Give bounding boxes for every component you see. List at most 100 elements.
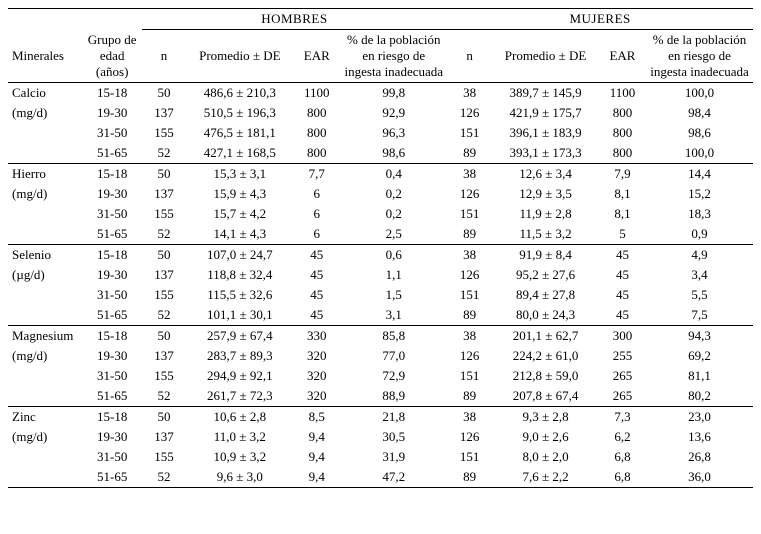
cell-age: 15-18 bbox=[83, 407, 142, 428]
cell-mean-men: 476,5 ± 181,1 bbox=[186, 123, 293, 143]
cell-n-women: 89 bbox=[447, 143, 492, 164]
cell-ear-men: 45 bbox=[293, 305, 340, 326]
cell-mean-men: 510,5 ± 196,3 bbox=[186, 103, 293, 123]
header-n-men: n bbox=[142, 30, 187, 83]
table-row: (mg/d)19-3013715,9 ± 4,360,212612,9 ± 3,… bbox=[8, 184, 753, 204]
cell-mean-women: 201,1 ± 62,7 bbox=[492, 326, 599, 347]
cell-pct-men: 3,1 bbox=[340, 305, 447, 326]
cell-age: 19-30 bbox=[83, 265, 142, 285]
cell-ear-women: 800 bbox=[599, 123, 646, 143]
cell-ear-women: 7,9 bbox=[599, 164, 646, 185]
cell-ear-women: 800 bbox=[599, 103, 646, 123]
cell-pct-men: 77,0 bbox=[340, 346, 447, 366]
cell-ear-men: 320 bbox=[293, 366, 340, 386]
cell-n-women: 38 bbox=[447, 83, 492, 104]
cell-n-men: 137 bbox=[142, 265, 187, 285]
cell-pct-women: 5,5 bbox=[646, 285, 753, 305]
cell-n-men: 52 bbox=[142, 467, 187, 488]
cell-ear-men: 1100 bbox=[293, 83, 340, 104]
cell-ear-women: 6,8 bbox=[599, 467, 646, 488]
cell-n-men: 155 bbox=[142, 204, 187, 224]
cell-ear-men: 9,4 bbox=[293, 467, 340, 488]
header-pct-women: % de la población en riesgo de ingesta i… bbox=[646, 30, 753, 83]
table-row: 51-6552427,1 ± 168,580098,689393,1 ± 173… bbox=[8, 143, 753, 164]
cell-mean-women: 11,5 ± 3,2 bbox=[492, 224, 599, 245]
cell-pct-women: 26,8 bbox=[646, 447, 753, 467]
cell-mean-women: 12,6 ± 3,4 bbox=[492, 164, 599, 185]
cell-mean-women: 207,8 ± 67,4 bbox=[492, 386, 599, 407]
cell-mean-women: 421,9 ± 175,7 bbox=[492, 103, 599, 123]
cell-pct-women: 98,6 bbox=[646, 123, 753, 143]
cell-n-men: 50 bbox=[142, 407, 187, 428]
mineral-blank bbox=[8, 467, 83, 488]
mineral-unit: (mg/d) bbox=[8, 346, 83, 366]
cell-mean-men: 101,1 ± 30,1 bbox=[186, 305, 293, 326]
cell-mean-women: 8,0 ± 2,0 bbox=[492, 447, 599, 467]
cell-mean-women: 224,2 ± 61,0 bbox=[492, 346, 599, 366]
cell-ear-men: 8,5 bbox=[293, 407, 340, 428]
cell-ear-women: 1100 bbox=[599, 83, 646, 104]
cell-n-men: 50 bbox=[142, 245, 187, 266]
cell-age: 31-50 bbox=[83, 447, 142, 467]
cell-mean-men: 283,7 ± 89,3 bbox=[186, 346, 293, 366]
cell-n-women: 126 bbox=[447, 346, 492, 366]
cell-mean-women: 9,3 ± 2,8 bbox=[492, 407, 599, 428]
cell-mean-men: 115,5 ± 32,6 bbox=[186, 285, 293, 305]
cell-pct-men: 92,9 bbox=[340, 103, 447, 123]
cell-pct-men: 72,9 bbox=[340, 366, 447, 386]
cell-ear-women: 265 bbox=[599, 386, 646, 407]
mineral-name: Hierro bbox=[8, 164, 83, 185]
cell-mean-men: 107,0 ± 24,7 bbox=[186, 245, 293, 266]
cell-mean-women: 9,0 ± 2,6 bbox=[492, 427, 599, 447]
mineral-unit: (mg/d) bbox=[8, 427, 83, 447]
cell-n-women: 89 bbox=[447, 305, 492, 326]
cell-mean-women: 95,2 ± 27,6 bbox=[492, 265, 599, 285]
cell-mean-men: 10,6 ± 2,8 bbox=[186, 407, 293, 428]
mineral-blank bbox=[8, 386, 83, 407]
cell-ear-men: 800 bbox=[293, 143, 340, 164]
cell-pct-men: 99,8 bbox=[340, 83, 447, 104]
header-ear-men: EAR bbox=[293, 30, 340, 83]
cell-ear-men: 45 bbox=[293, 265, 340, 285]
cell-n-women: 38 bbox=[447, 407, 492, 428]
cell-n-men: 137 bbox=[142, 346, 187, 366]
mineral-blank bbox=[8, 224, 83, 245]
cell-pct-women: 23,0 bbox=[646, 407, 753, 428]
mineral-unit: (µg/d) bbox=[8, 265, 83, 285]
cell-pct-men: 0,6 bbox=[340, 245, 447, 266]
cell-pct-men: 21,8 bbox=[340, 407, 447, 428]
cell-mean-women: 12,9 ± 3,5 bbox=[492, 184, 599, 204]
cell-ear-women: 265 bbox=[599, 366, 646, 386]
cell-pct-men: 0,2 bbox=[340, 184, 447, 204]
cell-n-women: 151 bbox=[447, 123, 492, 143]
cell-mean-women: 396,1 ± 183,9 bbox=[492, 123, 599, 143]
cell-pct-men: 85,8 bbox=[340, 326, 447, 347]
cell-n-men: 52 bbox=[142, 305, 187, 326]
cell-ear-women: 45 bbox=[599, 305, 646, 326]
cell-pct-women: 94,3 bbox=[646, 326, 753, 347]
cell-age: 19-30 bbox=[83, 346, 142, 366]
cell-ear-men: 800 bbox=[293, 103, 340, 123]
cell-age: 15-18 bbox=[83, 164, 142, 185]
cell-pct-women: 14,4 bbox=[646, 164, 753, 185]
cell-n-women: 38 bbox=[447, 326, 492, 347]
cell-age: 19-30 bbox=[83, 103, 142, 123]
cell-pct-men: 31,9 bbox=[340, 447, 447, 467]
table-row: 51-6552261,7 ± 72,332088,989207,8 ± 67,4… bbox=[8, 386, 753, 407]
cell-n-men: 50 bbox=[142, 164, 187, 185]
header-mean-men: Promedio ± DE bbox=[186, 30, 293, 83]
cell-ear-women: 7,3 bbox=[599, 407, 646, 428]
cell-pct-women: 100,0 bbox=[646, 143, 753, 164]
cell-n-men: 52 bbox=[142, 224, 187, 245]
table-row: Hierro15-185015,3 ± 3,17,70,43812,6 ± 3,… bbox=[8, 164, 753, 185]
table-body: Calcio15-1850486,6 ± 210,3110099,838389,… bbox=[8, 83, 753, 488]
cell-mean-women: 89,4 ± 27,8 bbox=[492, 285, 599, 305]
cell-age: 31-50 bbox=[83, 123, 142, 143]
cell-ear-men: 320 bbox=[293, 386, 340, 407]
cell-n-women: 38 bbox=[447, 164, 492, 185]
cell-n-women: 151 bbox=[447, 204, 492, 224]
cell-mean-men: 15,7 ± 4,2 bbox=[186, 204, 293, 224]
cell-mean-men: 427,1 ± 168,5 bbox=[186, 143, 293, 164]
cell-n-men: 50 bbox=[142, 83, 187, 104]
cell-n-women: 126 bbox=[447, 103, 492, 123]
